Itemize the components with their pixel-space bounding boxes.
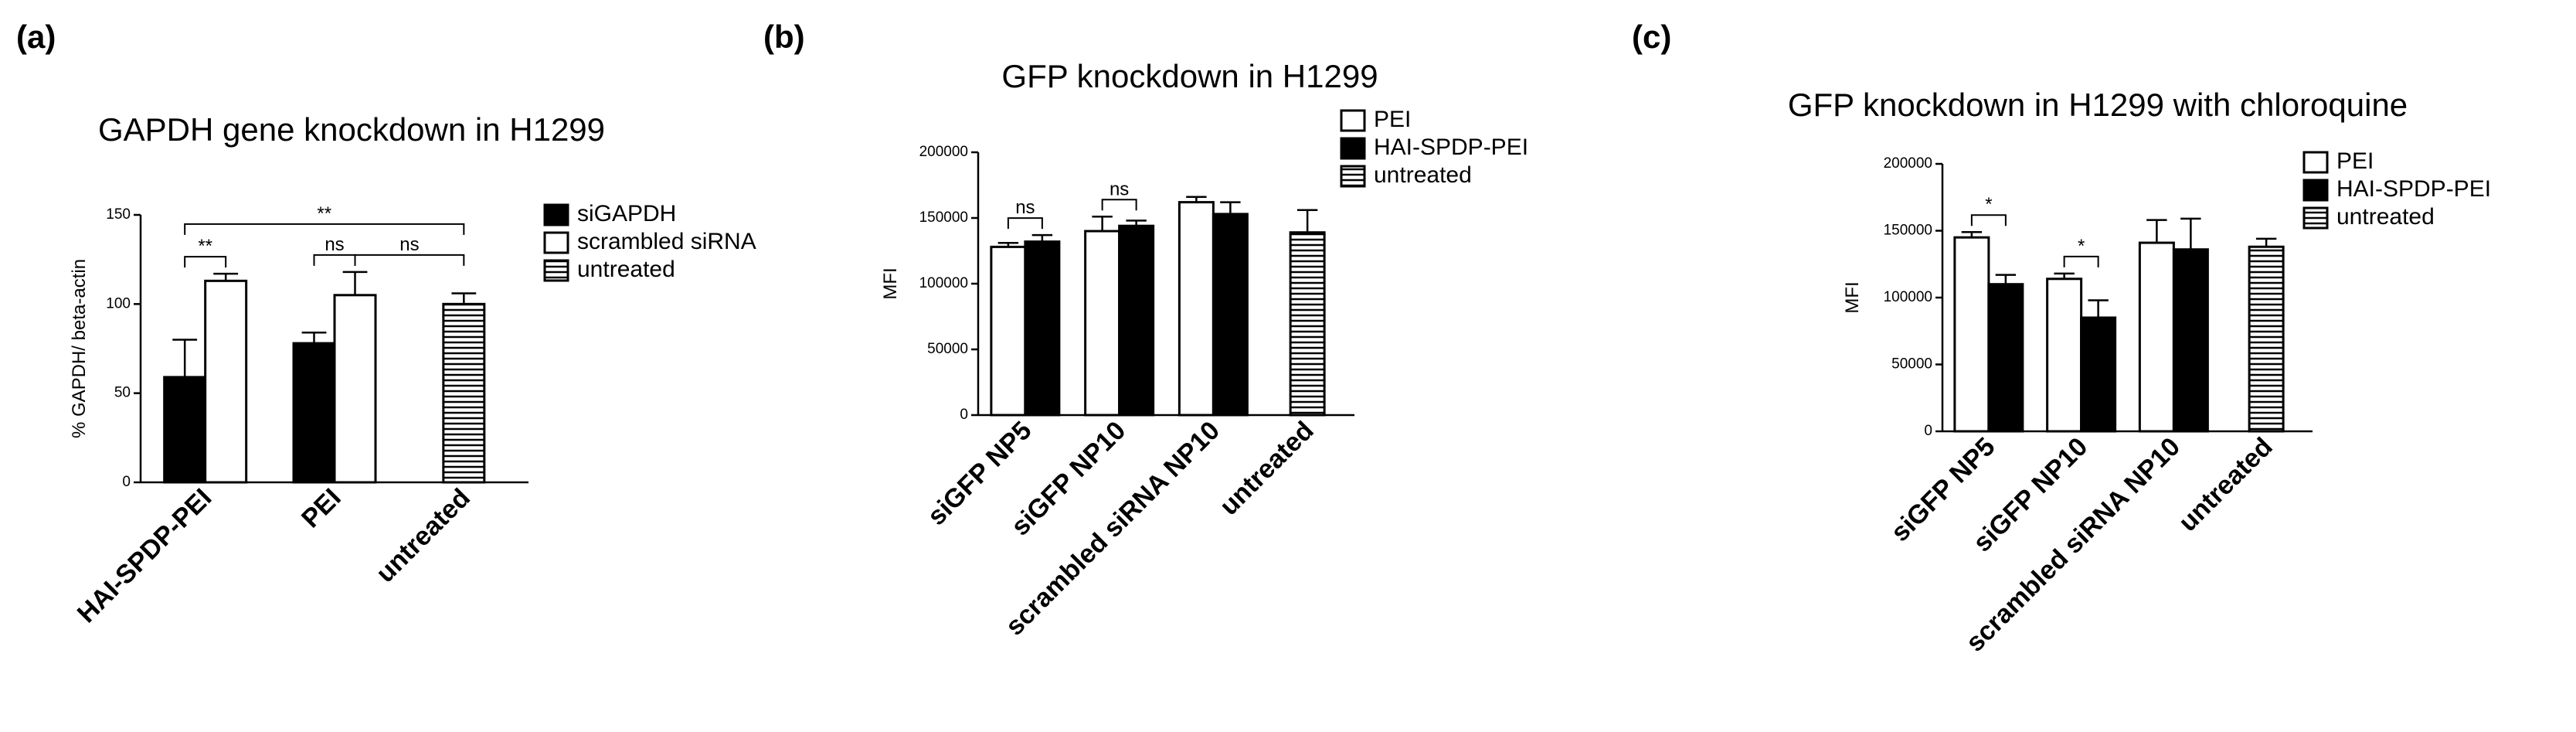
bar [1987, 283, 2024, 433]
legend-swatch [2302, 206, 2329, 230]
x-tick-label: untreated [1214, 416, 1319, 521]
error-bar [342, 271, 368, 295]
error-bar [1220, 201, 1241, 214]
error-bar [1296, 209, 1318, 233]
bar [333, 294, 377, 484]
chart-title: GAPDH gene knockdown in H1299 [98, 111, 605, 148]
bar [1024, 240, 1061, 417]
significance-bracket [184, 256, 227, 268]
bar [2080, 316, 2117, 433]
panel: (a) GAPDH gene knockdown in H1299 % GAPDH/… [16, 19, 756, 628]
significance-label: ns [1110, 179, 1129, 199]
bar [1178, 201, 1215, 417]
legend-label: scrambled siRNA [577, 229, 756, 254]
y-tick-label: 150000 [919, 209, 968, 226]
y-axis-label: % GAPDH/ beta-actin [69, 259, 90, 438]
significance-label: ** [198, 236, 212, 257]
bar [1212, 213, 1249, 417]
y-tick-label: 100 [106, 295, 131, 312]
significance-label: * [2078, 236, 2085, 257]
y-tick-label: 50 [114, 385, 131, 401]
bar [292, 342, 336, 484]
panel-label: (c) [1632, 19, 1671, 55]
panel-label: (a) [16, 19, 56, 55]
significance-label: ns [1015, 197, 1035, 218]
significance-bracket [2063, 255, 2099, 267]
legend-label: untreated [577, 257, 675, 282]
legend-swatch [543, 259, 569, 282]
legend-label: untreated [2336, 204, 2435, 230]
y-tick-label: 50000 [927, 341, 968, 357]
y-tick-label: 150 [106, 206, 131, 223]
y-axis-label: MFI [880, 267, 901, 299]
error-bar [2146, 219, 2167, 243]
legend-label: HAI-SPDP-PEI [2336, 176, 2491, 202]
legend-label: siGAPDH [577, 201, 676, 226]
significance-bracket [184, 223, 465, 235]
legend-swatch [543, 231, 569, 254]
bar [1953, 236, 1990, 433]
error-bar [1995, 274, 2017, 284]
error-bar [213, 272, 239, 281]
y-tick-label: 200000 [919, 144, 968, 160]
significance-bracket [313, 254, 356, 266]
x-tick-label: untreated [2173, 432, 2278, 537]
error-bar [1092, 216, 1113, 231]
significance-label: ns [325, 234, 344, 255]
chart-title: GFP knockdown in H1299 [1001, 58, 1378, 94]
bar [2138, 241, 2175, 433]
bar [442, 302, 486, 484]
significance-bracket [1101, 199, 1137, 211]
y-tick-label: 100000 [1884, 289, 1932, 305]
bar [2248, 245, 2285, 433]
error-bar [451, 292, 477, 305]
y-tick-label: 100000 [919, 275, 968, 291]
bar [1289, 231, 1326, 417]
error-bar [2180, 217, 2201, 250]
significance-bracket [1970, 214, 2007, 226]
legend-label: PEI [2336, 148, 2374, 174]
bar [990, 245, 1027, 417]
legend-swatch [543, 203, 569, 226]
significance-bracket [1007, 217, 1043, 230]
significance-bracket [354, 254, 465, 266]
y-tick-label: 200000 [1884, 155, 1932, 172]
significance-label: * [1985, 194, 1992, 215]
legend-swatch [2302, 151, 2329, 174]
error-bar [2088, 299, 2109, 318]
y-tick-label: 0 [122, 474, 131, 490]
bar [1118, 224, 1155, 417]
y-axis-label: MFI [1842, 281, 1863, 313]
panel: (b) GFP knockdown in H1299 MFI 0 50000 100000… [763, 19, 1528, 642]
legend-label: untreated [1374, 162, 1472, 188]
bar [204, 279, 248, 484]
error-bar [301, 331, 327, 344]
significance-label: ns [399, 234, 419, 255]
significance-label: ** [317, 203, 331, 224]
legend-label: PEI [1374, 107, 1411, 132]
panel: (c) GFP knockdown in H1299 with chloroqui… [1632, 19, 2491, 658]
x-tick-label: untreated [371, 483, 476, 588]
bar [163, 376, 207, 484]
legend-swatch [1340, 109, 1366, 132]
y-tick-label: 0 [1924, 423, 1932, 439]
legend-swatch [1340, 137, 1366, 160]
error-bar [2255, 237, 2277, 247]
bar [2172, 248, 2209, 433]
legend-swatch [2302, 179, 2329, 202]
y-tick-label: 50000 [1891, 356, 1932, 373]
x-tick-label: PEI [296, 483, 347, 534]
y-tick-label: 150000 [1884, 223, 1932, 239]
bar [2046, 277, 2083, 433]
error-bar [172, 339, 198, 377]
bar [1084, 230, 1121, 417]
chart-title: GFP knockdown in H1299 with chloroquine [1788, 87, 2408, 123]
panel-label: (b) [763, 19, 805, 55]
x-tick-label: HAI-SPDP-PEI [72, 483, 218, 629]
legend-swatch [1340, 165, 1366, 188]
y-tick-label: 0 [960, 407, 968, 423]
legend-label: HAI-SPDP-PEI [1374, 134, 1528, 160]
